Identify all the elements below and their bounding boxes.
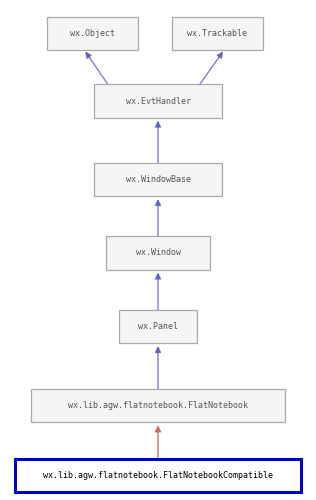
Text: wx.EvtHandler: wx.EvtHandler [125,96,191,106]
FancyBboxPatch shape [47,17,138,50]
Text: wx.lib.agw.flatnotebook.FlatNotebook: wx.lib.agw.flatnotebook.FlatNotebook [68,402,248,410]
FancyBboxPatch shape [106,236,210,270]
Text: wx.Panel: wx.Panel [138,322,178,331]
FancyBboxPatch shape [31,389,285,422]
Text: wx.Window: wx.Window [136,248,180,258]
FancyBboxPatch shape [94,163,222,196]
Text: wx.WindowBase: wx.WindowBase [125,175,191,184]
FancyBboxPatch shape [172,17,263,50]
FancyBboxPatch shape [15,458,301,492]
Text: wx.Trackable: wx.Trackable [187,29,247,38]
FancyBboxPatch shape [94,84,222,117]
Text: wx.lib.agw.flatnotebook.FlatNotebookCompatible: wx.lib.agw.flatnotebook.FlatNotebookComp… [43,471,273,480]
Text: wx.Object: wx.Object [70,29,115,38]
FancyBboxPatch shape [118,310,198,343]
